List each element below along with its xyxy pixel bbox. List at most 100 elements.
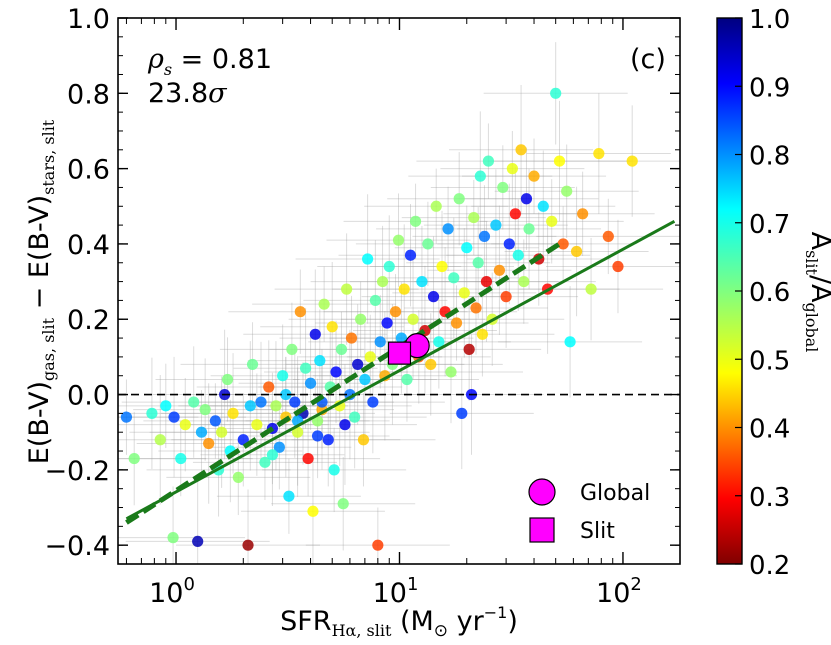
data-point — [318, 298, 330, 310]
data-point — [593, 147, 605, 160]
x-tick-label: 101 — [373, 574, 419, 609]
data-point — [381, 317, 393, 329]
data-point — [553, 155, 566, 167]
data-point — [433, 336, 445, 348]
data-point — [493, 264, 506, 276]
data-point — [160, 400, 172, 412]
data-point — [369, 294, 381, 307]
data-point — [314, 355, 326, 367]
data-point — [497, 181, 509, 194]
data-point — [520, 193, 533, 205]
data-point — [357, 434, 370, 446]
sigma-annotation: 23.8σ — [148, 78, 228, 109]
data-point — [463, 343, 475, 355]
data-point — [561, 185, 573, 197]
y-tick-label: −0.2 — [44, 456, 110, 487]
data-point — [480, 275, 493, 288]
data-point — [476, 328, 489, 340]
data-point — [355, 313, 367, 325]
colorbar-tick-label: 0.9 — [749, 73, 790, 103]
data-point — [422, 238, 434, 250]
data-point — [199, 404, 211, 416]
data-point — [232, 471, 244, 483]
data-point — [299, 362, 312, 374]
data-point — [339, 419, 351, 431]
data-point — [188, 396, 200, 408]
data-point — [564, 336, 576, 348]
data-point — [283, 490, 295, 502]
y-axis-label: E(B-V)gas, slit − E(B-V)stars, slit — [24, 119, 58, 464]
data-point — [154, 434, 166, 446]
data-point — [167, 532, 179, 544]
y-tick-label: 0.6 — [67, 155, 110, 186]
data-point — [292, 426, 304, 438]
data-point — [128, 452, 140, 465]
data-point — [192, 535, 204, 548]
data-point — [472, 257, 484, 269]
colorbar-tick-label: 0.6 — [749, 278, 790, 308]
data-point — [168, 411, 180, 423]
data-point — [453, 193, 465, 205]
data-point — [523, 223, 535, 235]
data-point — [311, 430, 324, 442]
data-point — [612, 260, 624, 273]
data-point — [436, 260, 448, 273]
data-point — [244, 400, 256, 412]
data-point — [345, 332, 358, 344]
data-point — [570, 245, 583, 258]
data-point — [602, 230, 614, 242]
data-point — [416, 275, 428, 288]
colorbar-tick-label: 0.7 — [749, 210, 790, 240]
data-point — [352, 358, 364, 371]
data-point — [294, 306, 306, 318]
data-point — [273, 441, 285, 453]
data-point — [337, 498, 349, 510]
data-point — [509, 208, 521, 220]
data-point — [280, 388, 292, 401]
data-point — [326, 321, 338, 333]
data-point — [237, 434, 249, 446]
data-point — [341, 283, 353, 295]
data-point — [407, 313, 419, 325]
data-point — [512, 249, 524, 261]
data-point — [179, 419, 191, 431]
data-point — [468, 211, 480, 224]
data-point — [557, 238, 569, 250]
data-point — [302, 452, 314, 465]
data-point — [286, 343, 298, 355]
colorbar-ticks: 0.2 0.3 0.4 0.5 0.6 0.7 0.8 0.9 1.0 — [735, 5, 790, 581]
legend-label-slit: Slit — [580, 519, 615, 544]
data-point — [537, 200, 549, 212]
data-point — [120, 411, 133, 423]
data-point — [242, 539, 254, 551]
data-point — [626, 155, 638, 167]
data-point — [307, 505, 319, 517]
data-point — [409, 215, 422, 227]
data-point — [209, 415, 221, 427]
data-point — [448, 272, 460, 284]
data-point — [427, 291, 440, 303]
data-point — [383, 260, 395, 273]
rho-annotation: ρs = 0.81 — [147, 44, 272, 79]
y-tick-label: 1.0 — [67, 4, 110, 35]
data-point — [304, 377, 317, 389]
data-point — [246, 358, 259, 371]
panel-label: (c) — [630, 44, 666, 75]
data-point — [503, 238, 515, 250]
data-point — [227, 407, 239, 419]
data-point — [349, 411, 361, 423]
data-point — [389, 306, 402, 318]
data-point — [506, 163, 518, 175]
data-point — [490, 219, 502, 231]
y-tick-label: 0.0 — [67, 381, 110, 412]
data-point — [195, 426, 208, 438]
data-point — [362, 253, 374, 265]
data-point — [404, 249, 417, 261]
data-point — [458, 287, 470, 299]
x-axis-label: SFRHα, slit (M⊙ yr−1) — [280, 603, 518, 641]
special-point-slit — [387, 341, 412, 365]
x-tick-label: 100 — [149, 574, 195, 609]
y-tick-label: −0.4 — [44, 531, 110, 562]
data-point — [216, 426, 228, 438]
data-point — [277, 370, 289, 382]
